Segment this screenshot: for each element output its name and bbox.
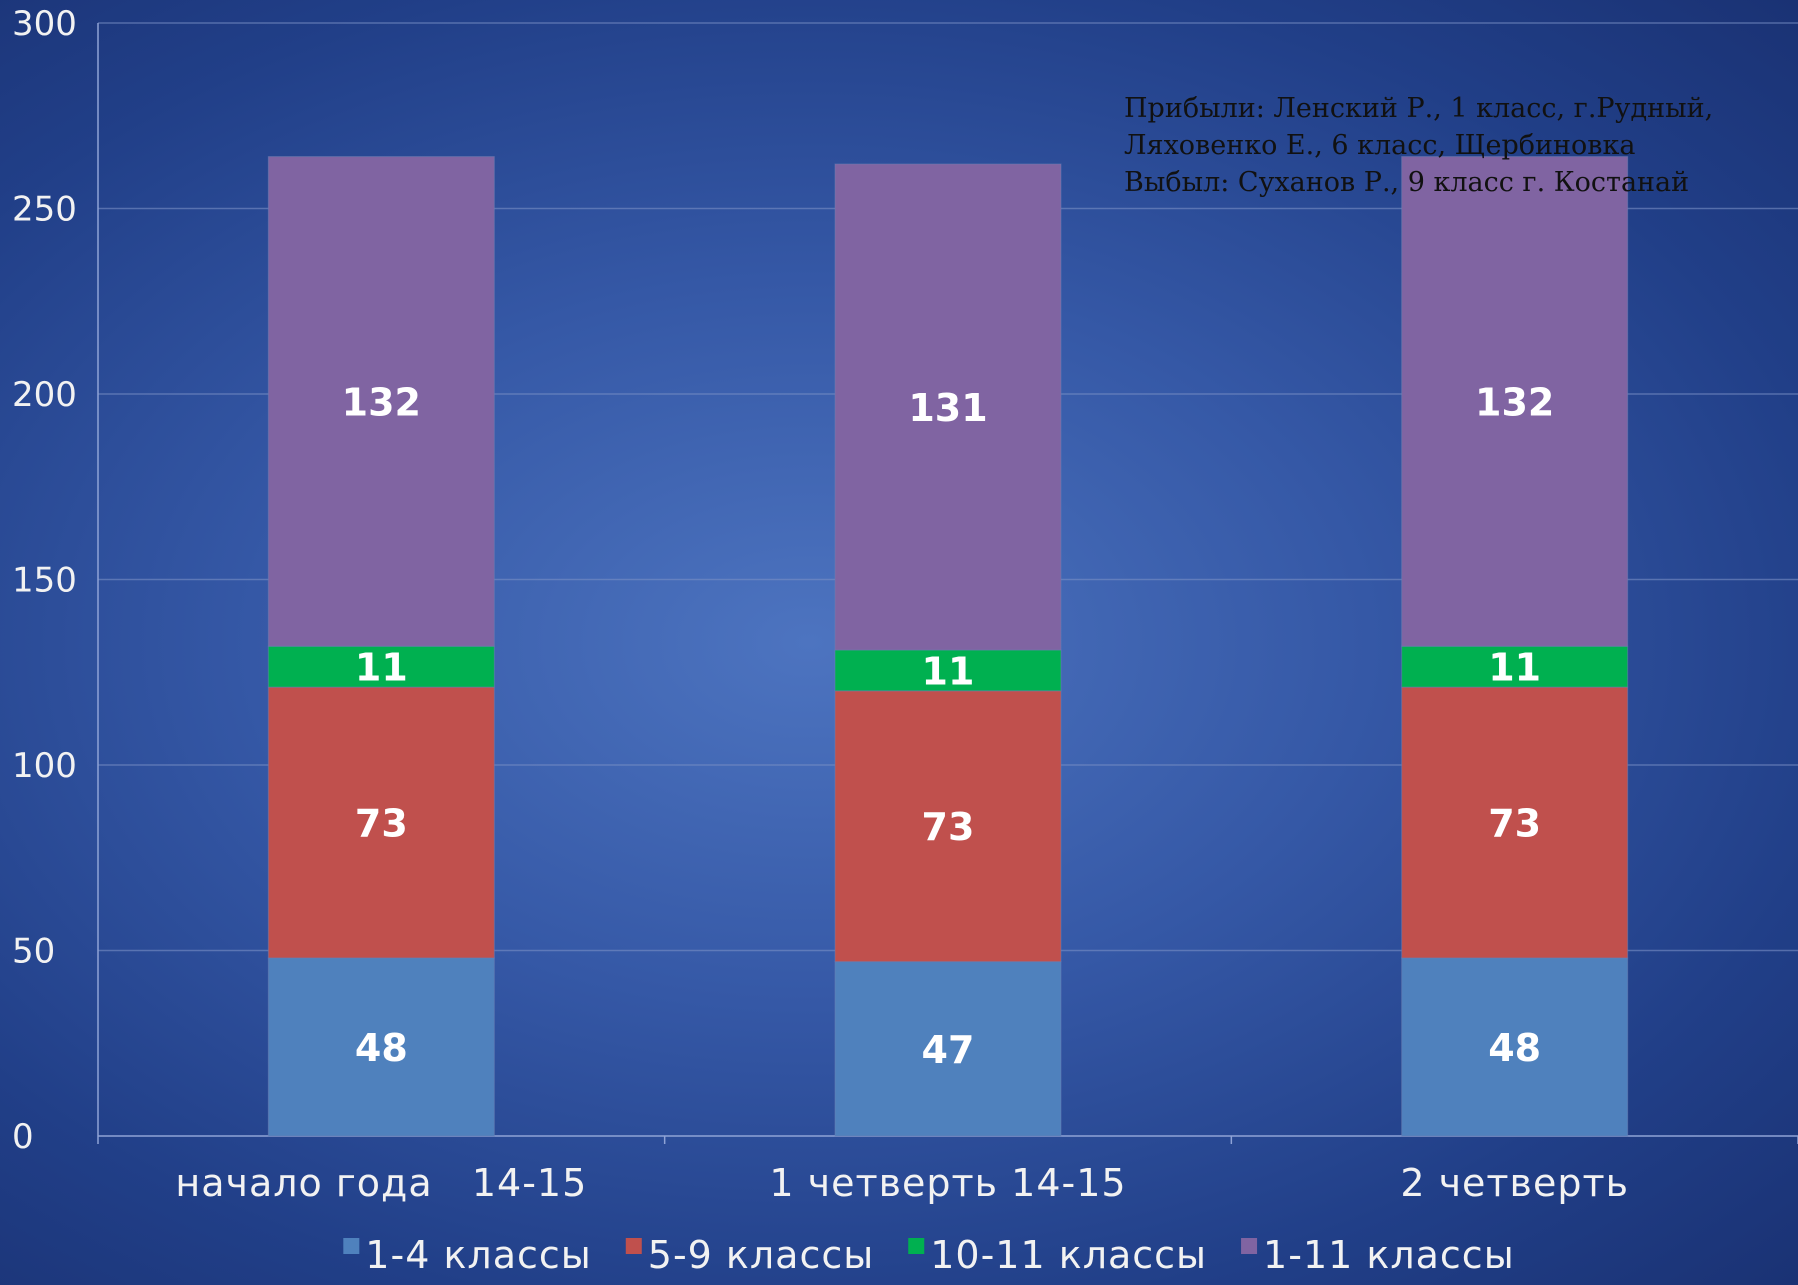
y-tick-label: 150	[12, 561, 77, 601]
legend-swatch	[908, 1238, 925, 1254]
data-label: 48	[355, 1026, 408, 1070]
y-tick-label: 200	[12, 375, 77, 415]
x-axis-categories: начало года 14-15 1 четверть 14-15 2 четве…	[175, 1161, 1629, 1205]
data-label: 132	[342, 380, 421, 424]
bar-segment	[834, 163, 1062, 651]
data-label: 48	[1488, 1026, 1541, 1070]
legend-label: 1-4 классы	[365, 1233, 591, 1277]
data-labels: 48 73 11 132 47 73 11 131 48 73 11 132	[342, 380, 1555, 1071]
x-category-label: 2 четверть	[1400, 1161, 1629, 1205]
bar-segment	[1401, 156, 1629, 647]
y-tick-label: 50	[12, 932, 55, 972]
bar-segment	[267, 686, 495, 959]
data-label: 73	[1488, 802, 1541, 846]
y-axis-ticks: 0 50 100 150 200 250 300	[12, 4, 77, 1157]
data-label: 73	[922, 805, 975, 849]
bar-segment	[834, 961, 1062, 1137]
annotation-line: Прибыли: Ленский Р., 1 класс, г.Рудный,	[1124, 93, 1713, 124]
bar-segment	[1401, 645, 1629, 688]
data-label: 47	[922, 1028, 975, 1072]
annotation-line: Ляховенко Е., 6 класс, Щербиновка	[1124, 130, 1635, 161]
data-label: 132	[1475, 380, 1554, 424]
y-tick-label: 0	[12, 1117, 34, 1157]
legend-item: 1-11 классы	[1241, 1233, 1515, 1277]
legend-item: 10-11 классы	[908, 1233, 1207, 1277]
bar-segment	[1401, 957, 1629, 1137]
y-tick-label: 300	[12, 4, 77, 44]
legend-label: 5-9 классы	[648, 1233, 874, 1277]
annotation-line: Выбыл: Суханов Р., 9 класс г. Костанай	[1124, 167, 1689, 198]
legend-label: 10-11 классы	[930, 1233, 1207, 1277]
bar-segment	[1401, 686, 1629, 959]
x-category-label: 1 четверть 14-15	[769, 1161, 1126, 1205]
legend-swatch	[625, 1238, 642, 1254]
bar-segment	[834, 690, 1062, 963]
data-label: 11	[1488, 646, 1541, 690]
data-label: 11	[922, 649, 975, 693]
legend-label: 1-11 классы	[1263, 1233, 1515, 1277]
bar-segment	[267, 645, 495, 688]
bar-segment	[267, 957, 495, 1137]
data-label: 131	[908, 386, 987, 430]
legend-item: 1-4 классы	[343, 1233, 591, 1277]
bar-segment	[267, 156, 495, 647]
legend-swatch	[343, 1238, 360, 1254]
data-label: 73	[355, 802, 408, 846]
bars	[267, 156, 1629, 1137]
legend: 1-4 классы 5-9 классы 10-11 классы 1-11 кла…	[343, 1233, 1514, 1277]
data-label: 11	[355, 646, 408, 690]
y-tick-label: 250	[12, 190, 77, 230]
legend-swatch	[1241, 1238, 1258, 1254]
legend-item: 5-9 классы	[625, 1233, 874, 1277]
annotation-note: Прибыли: Ленский Р., 1 класс, г.Рудный, Л…	[1124, 93, 1713, 198]
x-category-label: начало года 14-15	[175, 1161, 587, 1205]
y-tick-label: 100	[12, 746, 77, 786]
